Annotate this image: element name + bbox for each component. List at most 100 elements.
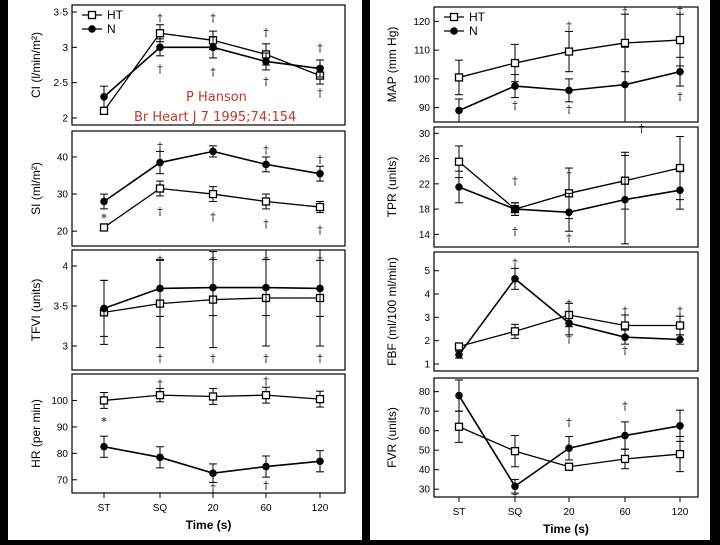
plot-frame (71, 249, 346, 371)
data-point-N (316, 284, 324, 293)
y-tick-label: 70 (57, 475, 69, 486)
significance-mark: † (677, 4, 683, 17)
significance-mark: † (263, 352, 269, 365)
data-point-N (676, 335, 684, 344)
data-point-HT (261, 197, 271, 206)
data-point-HT (99, 223, 109, 232)
x-tick-label: 120 (672, 507, 689, 518)
y-tick-label: 100 (51, 396, 68, 407)
y-axis-label: FVR (units) (385, 407, 399, 468)
x-tick-label: 60 (619, 507, 631, 518)
data-point-N (100, 304, 108, 313)
data-point-N (511, 82, 519, 90)
significance-mark: † (317, 352, 323, 365)
data-point-N (676, 186, 684, 194)
y-tick-label: 5 (424, 266, 430, 277)
y-axis-label: FBF (ml/100 ml/min) (385, 257, 399, 366)
data-point-HT (454, 422, 464, 431)
significance-mark: † (157, 254, 163, 267)
plot-frame (71, 4, 346, 126)
significance-mark: † (512, 99, 518, 112)
significance-mark: † (622, 344, 628, 357)
significance-mark: * (101, 416, 107, 429)
chart-panel-1: 2 2·5 3 3·5 CI (l/min/m²) † † † † † † † † HTN (29, 4, 346, 126)
significance-mark: † (210, 254, 216, 267)
significance-mark: † (263, 218, 269, 231)
data-point-N (209, 147, 217, 156)
data-point-N (316, 64, 324, 73)
data-point-N (565, 444, 573, 453)
y-axis-label: SI (ml/m²) (29, 162, 43, 215)
data-point-N (455, 106, 463, 115)
y-tick-label: 40 (419, 465, 431, 476)
y-tick-label: 3·5 (54, 8, 69, 19)
y-tick-label: 3·5 (54, 302, 69, 313)
chart-panel-3: 3 3·5 4 TFVI (units) † † † † † † † † (29, 249, 346, 371)
significance-mark: † (263, 26, 269, 39)
y-tick-label: 90 (419, 103, 431, 114)
data-point-HT (99, 106, 109, 116)
data-point-HT (315, 202, 325, 212)
y-tick-label: 70 (419, 407, 431, 418)
plot-frame (433, 251, 699, 372)
significance-mark: † (566, 416, 572, 429)
y-tick-label: 20 (57, 227, 69, 238)
significance-mark: † (622, 304, 628, 317)
y-axis-label: TPR (units) (385, 157, 399, 218)
significance-mark: † (512, 257, 518, 270)
significance-mark: † (317, 254, 323, 267)
y-tick-label: 120 (413, 17, 430, 28)
data-point-HT (155, 29, 165, 38)
significance-mark: † (317, 153, 323, 166)
y-tick-label: 14 (419, 230, 431, 241)
y-tick-label: 60 (419, 426, 431, 437)
significance-mark: † (263, 144, 269, 157)
legend-marker-square (87, 10, 97, 20)
data-point-N (511, 205, 519, 213)
data-point-HT (510, 58, 520, 68)
legend-marker-square (449, 12, 459, 22)
data-point-HT (315, 394, 325, 404)
data-point-N (455, 183, 463, 191)
y-tick-label: 2 (424, 336, 430, 347)
data-point-N (100, 442, 108, 451)
legend-marker-circle (88, 25, 96, 33)
y-tick-label: 26 (419, 154, 431, 165)
y-tick-label: 4 (424, 290, 430, 301)
data-point-N (100, 197, 108, 206)
chart-panel-6: 14 18 22 26 30 TPR (units) † † † † (385, 126, 699, 248)
plot-frame (71, 130, 346, 247)
right-figure-panel (370, 0, 710, 540)
data-point-N (262, 160, 270, 169)
significance-mark: † (157, 377, 163, 390)
significance-mark: † (210, 482, 216, 495)
x-axis-label: Time (s) (186, 518, 232, 532)
y-axis-label: CI (l/min/m²) (29, 32, 43, 98)
plot-frame (433, 126, 699, 248)
x-tick-label: 20 (563, 507, 575, 518)
y-tick-label: 30 (419, 129, 431, 140)
significance-mark: † (157, 352, 163, 365)
data-point-HT (675, 321, 685, 330)
data-point-N (676, 67, 684, 76)
data-point-N (511, 275, 519, 283)
data-point-N (621, 80, 629, 89)
significance-mark: † (566, 20, 572, 33)
data-point-N (316, 457, 324, 466)
significance-mark: † (566, 332, 572, 345)
y-tick-label: 80 (57, 449, 69, 460)
data-point-N (262, 57, 270, 66)
plot-frame (433, 377, 699, 498)
data-point-N (316, 169, 324, 178)
significance-mark: † (566, 297, 572, 310)
y-axis-label: HR (per min) (29, 399, 43, 468)
data-point-HT (454, 157, 464, 166)
data-point-N (621, 333, 629, 341)
x-tick-label: 20 (207, 503, 219, 514)
data-point-N (455, 350, 463, 359)
data-point-N (262, 462, 270, 471)
significance-mark: † (639, 122, 645, 135)
significance-mark: † (157, 12, 163, 25)
data-point-HT (155, 184, 165, 193)
significance-mark: † (622, 5, 628, 18)
